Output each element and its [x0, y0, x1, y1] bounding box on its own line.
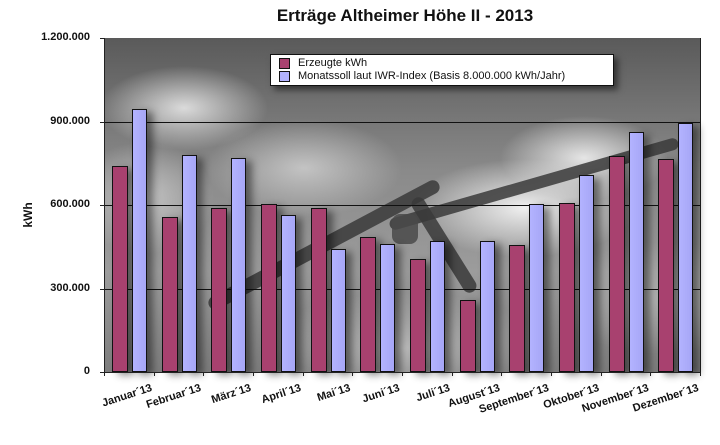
x-tick-mark: [203, 372, 205, 376]
bar-monatssoll: [479, 241, 495, 372]
x-tick-label: Mai´13: [315, 382, 353, 404]
legend-swatch-icon: [279, 57, 290, 69]
bar-erzeugt: [310, 208, 327, 372]
bar-erzeugt: [459, 300, 476, 372]
bar-monatssoll: [579, 174, 594, 372]
x-tick-mark: [600, 372, 602, 376]
legend-swatch-icon: [279, 70, 290, 82]
y-tick-mark: [100, 205, 104, 206]
gridline: [104, 121, 700, 123]
y-tick-mark: [100, 372, 104, 373]
y-tick-mark: [100, 38, 104, 39]
x-tick-mark: [451, 372, 453, 376]
bar-monatssoll: [281, 215, 296, 372]
gridline: [104, 288, 700, 290]
x-tick-mark: [104, 372, 105, 376]
x-tick-label: Juli´13: [414, 382, 452, 405]
x-tick-label: Juni´13: [361, 382, 402, 406]
y-axis: [104, 38, 105, 372]
y-axis-label: kWh: [21, 202, 35, 228]
bar-monatssoll: [529, 203, 545, 372]
bar-monatssoll: [678, 123, 694, 372]
x-tick-label: April´13: [259, 382, 303, 407]
bar-erzeugt: [211, 207, 228, 372]
x-tick-mark: [153, 372, 155, 376]
bar-monatssoll: [380, 244, 396, 372]
y-tick-label: 1.200.000: [41, 31, 90, 43]
bar-monatssoll: [181, 154, 197, 372]
x-tick-mark: [650, 372, 652, 376]
x-tick-mark: [501, 372, 503, 376]
chart-title: Erträge Altheimer Höhe II - 2013: [276, 6, 534, 25]
y-tick-label: 600.000: [50, 198, 90, 210]
bar-erzeugt: [658, 158, 675, 372]
y-tick-label: 300.000: [50, 281, 90, 294]
plot-area: [100, 38, 701, 373]
bar-monatssoll: [430, 241, 445, 372]
legend: Erzeugte kWh Monatssoll laut IWR-Index (…: [270, 54, 614, 86]
bar-erzeugt: [360, 237, 377, 372]
x-tick-mark: [352, 372, 354, 376]
y-tick-mark: [100, 288, 104, 290]
bar-erzeugt: [112, 166, 128, 372]
bar-monatssoll: [628, 131, 644, 372]
x-tick-mark: [253, 372, 254, 376]
gridline: [104, 205, 700, 206]
bar-monatssoll: [330, 249, 346, 372]
bar-monatssoll: [231, 157, 247, 372]
x-tick-label: Februar´13: [145, 382, 204, 411]
x-tick-mark: [402, 372, 403, 376]
y-tick-mark: [100, 121, 104, 123]
y-tick-label: 900.000: [50, 114, 90, 127]
legend-item-erzeugt: Erzeugte kWh: [279, 56, 367, 70]
bar-monatssoll: [132, 108, 147, 372]
legend-item-monatssoll: Monatssoll laut IWR-Index (Basis 8.000.0…: [279, 69, 565, 83]
bar-erzeugt: [509, 245, 526, 372]
x-tick-mark: [700, 372, 701, 376]
bar-erzeugt: [410, 259, 426, 372]
x-tick-label: März´13: [210, 382, 253, 407]
turbine-hub: [392, 214, 418, 244]
y-tick-label: 0: [83, 365, 90, 377]
bar-erzeugt: [161, 216, 178, 372]
x-tick-mark: [551, 372, 552, 376]
x-tick-mark: [302, 372, 304, 376]
bar-erzeugt: [559, 203, 575, 372]
bar-erzeugt: [261, 203, 277, 372]
bar-erzeugt: [608, 155, 625, 372]
x-tick-label: Januar´13: [100, 382, 154, 410]
